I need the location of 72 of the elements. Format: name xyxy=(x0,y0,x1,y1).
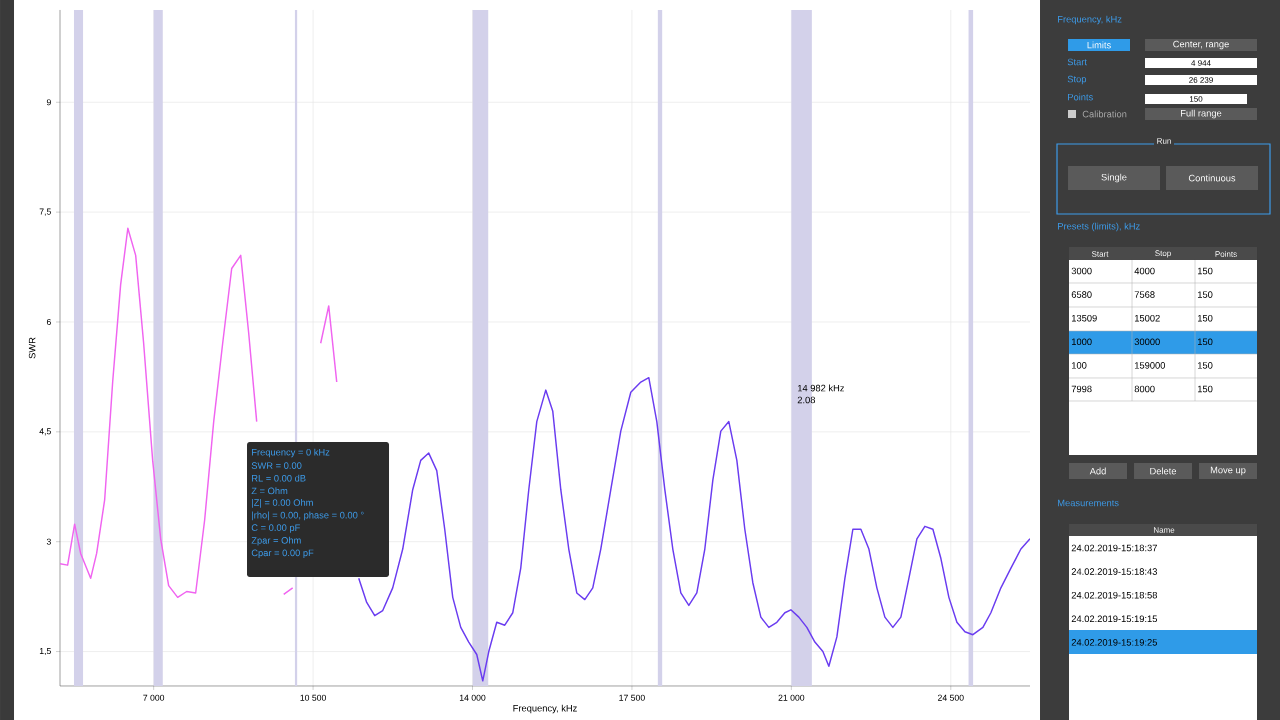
x-axis-title: Frequency, kHz xyxy=(513,704,577,714)
text: 150 xyxy=(1189,96,1203,102)
text: 150 xyxy=(1197,314,1213,322)
text: Full range xyxy=(1181,109,1222,119)
annotation: 14 982 kHz xyxy=(797,384,845,392)
y-tick-label: 6 xyxy=(46,318,51,326)
text: Stop xyxy=(1155,250,1171,258)
annotation: RL = 0.00 dB xyxy=(252,474,306,482)
text: Center, range xyxy=(1173,40,1229,50)
text: Presets (limits), kHz xyxy=(1058,222,1140,232)
text: Name xyxy=(1153,527,1175,533)
text: 150 xyxy=(1197,362,1213,369)
text: 15002 xyxy=(1134,314,1160,322)
text: Frequency, kHz xyxy=(1058,15,1122,25)
text: 100 xyxy=(1071,362,1087,369)
annotation: 2.08 xyxy=(797,396,816,404)
x-tick-label: 21 000 xyxy=(778,694,805,701)
text: Continuous xyxy=(1188,174,1236,182)
y-axis-title: SWR xyxy=(28,337,36,359)
text: 13509 xyxy=(1071,314,1097,322)
x-tick-label: 7 000 xyxy=(143,694,165,701)
annotation: Zpar = Ohm xyxy=(251,536,301,546)
text: 159000 xyxy=(1134,362,1166,369)
annotation: Cpar = 0.00 pF xyxy=(251,549,314,559)
text: 3000 xyxy=(1071,267,1092,275)
text: 1000 xyxy=(1071,338,1092,346)
text: 6580 xyxy=(1071,291,1092,298)
text: Stop xyxy=(1067,75,1087,85)
x-tick-label: 14 000 xyxy=(459,694,486,701)
annotation: |Z| = 0.00 Ohm xyxy=(252,499,313,508)
text: 7568 xyxy=(1134,291,1155,298)
text: 24.02.2019-15:18:43 xyxy=(1071,568,1157,575)
annotation: Z = Ohm xyxy=(251,487,288,495)
text: 4000 xyxy=(1134,267,1155,275)
text: 4 944 xyxy=(1191,60,1211,66)
x-tick-label: 10 500 xyxy=(300,694,326,701)
annotation: SWR = 0.00 xyxy=(251,462,302,469)
text: Limits xyxy=(1087,41,1111,49)
text: 150 xyxy=(1197,267,1213,275)
text: 24.02.2019-15:19:15 xyxy=(1071,615,1158,623)
text: Points xyxy=(1215,251,1237,257)
text: 26 239 xyxy=(1189,77,1213,83)
text: Measurements xyxy=(1058,499,1119,507)
text: 150 xyxy=(1197,291,1213,298)
text: 24.02.2019-15:18:37 xyxy=(1071,544,1157,552)
x-tick-label: 17 500 xyxy=(619,694,645,701)
x-tick-label: 24 500 xyxy=(937,694,964,701)
text: 30000 xyxy=(1134,338,1160,346)
y-tick-label: 9 xyxy=(46,99,51,106)
text: 24.02.2019-15:18:58 xyxy=(1071,591,1158,599)
annotation: Frequency = 0 kHz xyxy=(252,448,330,458)
text: 8000 xyxy=(1134,385,1155,393)
text: Start xyxy=(1091,251,1109,257)
annotation: |rho| = 0.00, phase = 0.00 ° xyxy=(252,511,364,521)
text: Run xyxy=(1157,138,1171,144)
text: Delete xyxy=(1150,467,1177,475)
annotation: C = 0.00 pF xyxy=(251,524,300,533)
text: Start xyxy=(1067,58,1087,66)
text: 150 xyxy=(1197,385,1213,393)
text: 24.02.2019-15:19:25 xyxy=(1071,639,1158,646)
text: Add xyxy=(1089,467,1106,475)
text: 150 xyxy=(1197,338,1213,346)
y-tick-label: 3 xyxy=(46,538,51,545)
text: Points xyxy=(1068,93,1093,101)
text: Calibration xyxy=(1082,110,1127,118)
text: 7998 xyxy=(1071,385,1092,393)
y-tick-label: 7,5 xyxy=(39,208,51,216)
y-tick-label: 4,5 xyxy=(39,428,51,436)
text: Single xyxy=(1101,173,1127,183)
y-tick-label: 1,5 xyxy=(39,648,51,656)
text: Move up xyxy=(1210,466,1246,476)
line-series xyxy=(357,376,1031,682)
